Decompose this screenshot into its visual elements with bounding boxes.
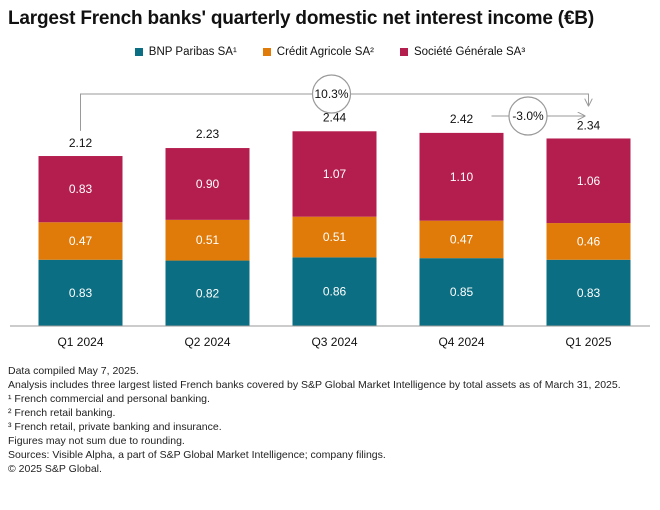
bar-segment-2-1 (38, 222, 123, 260)
legend-swatch-bnp (134, 48, 143, 56)
note-footnote-1: ¹ French commercial and personal banking… (8, 393, 210, 405)
bar-segment-3-5 (546, 138, 631, 224)
legend-swatch-societe-generale (399, 48, 408, 56)
data-label-1-3: 0.86 (323, 285, 347, 299)
note-copyright: © 2025 S&P Global. (8, 463, 102, 475)
bar-segment-1-2 (165, 260, 250, 326)
note-date: Data compiled May 7, 2025. (8, 365, 139, 377)
bar-segment-2-2 (165, 219, 250, 261)
bar-segment-1-1 (38, 259, 123, 326)
note-footnote-2: ² French retail banking. (8, 407, 116, 419)
stacked-bar-chart: 0.83 0.47 0.83 2.12 Q1 2024 0.82 0.51 0.90 2.23 Q… (10, 74, 650, 349)
total-label-3: 2.44 (323, 110, 347, 124)
footnotes: Data compiled May 7, 2025. Analysis incl… (8, 364, 648, 476)
growth-label-yoy: 10.3% (314, 87, 348, 101)
bar-segment-3-1 (38, 156, 123, 223)
note-sources: Sources: Visible Alpha, a part of S&P Gl… (8, 449, 386, 461)
data-label-2-2: 0.51 (196, 233, 220, 247)
growth-label-qoq: -3.0% (512, 109, 544, 123)
note-analysis: Analysis includes three largest listed F… (8, 379, 621, 391)
chart-title: Largest French banks' quarterly domestic… (8, 8, 594, 29)
total-label-5: 2.34 (577, 118, 601, 132)
data-label-2-5: 0.46 (577, 234, 601, 248)
total-label-1: 2.12 (69, 136, 93, 150)
bar-segment-3-2 (165, 148, 250, 220)
x-tick-label-4: Q4 2024 (438, 335, 484, 349)
total-label-4: 2.42 (450, 112, 474, 126)
legend: BNP Paribas SA¹ Crédit Agricole SA² Soci… (0, 46, 660, 58)
note-rounding: Figures may not sum due to rounding. (8, 435, 185, 447)
legend-item-bnp: BNP Paribas SA¹ (134, 46, 237, 58)
legend-label-credit-agricole: Crédit Agricole SA² (276, 46, 374, 58)
growth-circle-qoq (508, 96, 548, 136)
data-label-2-1: 0.47 (69, 234, 93, 248)
legend-item-credit-agricole: Crédit Agricole SA² (262, 46, 374, 58)
x-tick-label-5: Q1 2025 (565, 335, 611, 349)
data-label-2-3: 0.51 (323, 230, 347, 244)
data-label-2-4: 0.47 (450, 232, 474, 246)
note-footnote-3: ³ French retail, private banking and ins… (8, 421, 222, 433)
data-label-1-5: 0.83 (577, 286, 601, 300)
x-tick-label-3: Q3 2024 (311, 335, 357, 349)
data-label-1-1: 0.83 (69, 286, 93, 300)
legend-label-bnp: BNP Paribas SA¹ (148, 46, 237, 58)
bar-segment-1-4 (419, 258, 504, 326)
bar-segment-3-4 (419, 132, 504, 221)
growth-circle-yoy (311, 74, 352, 114)
data-label-3-1: 0.83 (69, 182, 93, 196)
bar-segment-3-3 (292, 131, 377, 217)
x-tick-label-2: Q2 2024 (184, 335, 230, 349)
data-label-3-5: 1.06 (577, 174, 601, 188)
bar-segment-2-5 (546, 223, 631, 260)
legend-label-societe-generale: Société Générale SA³ (413, 46, 526, 58)
legend-swatch-credit-agricole (262, 48, 271, 56)
data-label-3-3: 1.07 (323, 167, 347, 181)
bar-segment-2-3 (292, 216, 377, 258)
data-label-3-4: 1.10 (450, 170, 474, 184)
bar-segment-1-3 (292, 257, 377, 326)
x-tick-label-1: Q1 2024 (57, 335, 103, 349)
legend-item-societe-generale: Société Générale SA³ (399, 46, 526, 58)
data-label-3-2: 0.90 (196, 177, 220, 191)
data-label-1-4: 0.85 (450, 285, 474, 299)
bar-segment-2-4 (419, 220, 504, 259)
bar-segment-1-5 (546, 259, 631, 326)
total-label-2: 2.23 (196, 127, 220, 141)
data-label-1-2: 0.82 (196, 286, 220, 300)
